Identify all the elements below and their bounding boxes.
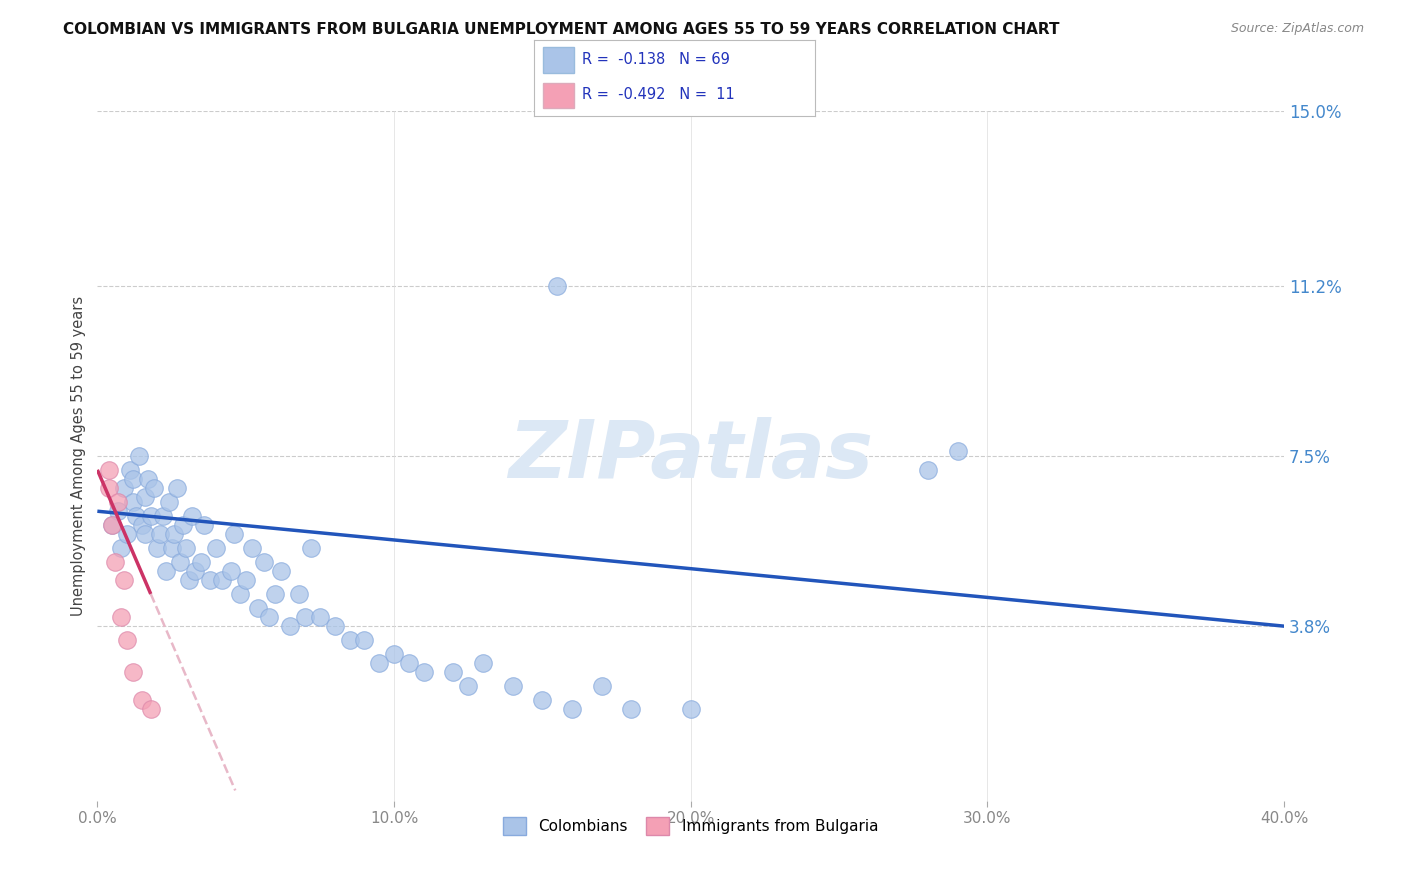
Point — [240, 541, 263, 555]
Point — [169, 555, 191, 569]
Point — [181, 508, 204, 523]
Point — [115, 527, 138, 541]
Point — [412, 665, 434, 680]
Point — [115, 632, 138, 647]
Point — [472, 656, 495, 670]
Point — [157, 495, 180, 509]
Point — [122, 472, 145, 486]
Point — [353, 632, 375, 647]
Point — [142, 481, 165, 495]
Point — [339, 632, 361, 647]
Point — [252, 555, 274, 569]
Point — [441, 665, 464, 680]
Point — [160, 541, 183, 555]
Point — [190, 555, 212, 569]
Point — [259, 610, 281, 624]
Point — [145, 541, 167, 555]
Point — [299, 541, 322, 555]
Point — [679, 702, 702, 716]
Point — [152, 508, 174, 523]
Point — [561, 702, 583, 716]
Text: COLOMBIAN VS IMMIGRANTS FROM BULGARIA UNEMPLOYMENT AMONG AGES 55 TO 59 YEARS COR: COLOMBIAN VS IMMIGRANTS FROM BULGARIA UN… — [63, 22, 1060, 37]
Point — [104, 555, 127, 569]
Point — [101, 518, 124, 533]
Point — [112, 573, 135, 587]
Point — [546, 279, 568, 293]
Point — [122, 665, 145, 680]
Point — [222, 527, 245, 541]
Point — [205, 541, 228, 555]
Point — [136, 472, 159, 486]
Point — [946, 444, 969, 458]
Point — [382, 647, 405, 661]
Point — [398, 656, 420, 670]
FancyBboxPatch shape — [543, 83, 574, 109]
FancyBboxPatch shape — [543, 47, 574, 73]
Point — [112, 481, 135, 495]
Point — [166, 481, 188, 495]
Point — [229, 587, 252, 601]
Legend: Colombians, Immigrants from Bulgaria: Colombians, Immigrants from Bulgaria — [498, 811, 884, 841]
Point — [219, 564, 242, 578]
Point — [110, 541, 132, 555]
Point — [309, 610, 332, 624]
Point — [184, 564, 207, 578]
Point — [235, 573, 257, 587]
Point — [176, 541, 198, 555]
Point — [278, 619, 301, 633]
Point — [917, 463, 939, 477]
Point — [179, 573, 201, 587]
Point — [122, 495, 145, 509]
Point — [620, 702, 643, 716]
Point — [270, 564, 292, 578]
Text: R =  -0.492   N =  11: R = -0.492 N = 11 — [582, 87, 735, 103]
Point — [591, 679, 613, 693]
Point — [368, 656, 391, 670]
Y-axis label: Unemployment Among Ages 55 to 59 years: Unemployment Among Ages 55 to 59 years — [72, 296, 86, 616]
Point — [131, 692, 153, 706]
Point — [139, 702, 162, 716]
Point — [134, 491, 156, 505]
Point — [125, 508, 148, 523]
Point — [139, 508, 162, 523]
Point — [155, 564, 177, 578]
Point — [172, 518, 194, 533]
Point — [131, 518, 153, 533]
Point — [323, 619, 346, 633]
Point — [98, 481, 121, 495]
Point — [294, 610, 316, 624]
Point — [193, 518, 215, 533]
Point — [149, 527, 172, 541]
Point — [198, 573, 221, 587]
Point — [110, 610, 132, 624]
Point — [211, 573, 233, 587]
Point — [502, 679, 524, 693]
Point — [101, 518, 124, 533]
Text: R =  -0.138   N = 69: R = -0.138 N = 69 — [582, 53, 730, 68]
Point — [118, 463, 141, 477]
Text: ZIPatlas: ZIPatlas — [508, 417, 873, 495]
Point — [107, 504, 129, 518]
Point — [163, 527, 186, 541]
Point — [246, 600, 269, 615]
Point — [531, 692, 554, 706]
Point — [264, 587, 287, 601]
Text: Source: ZipAtlas.com: Source: ZipAtlas.com — [1230, 22, 1364, 36]
Point — [98, 463, 121, 477]
Point — [288, 587, 311, 601]
Point — [457, 679, 479, 693]
Point — [128, 449, 150, 463]
Point — [134, 527, 156, 541]
Point — [107, 495, 129, 509]
